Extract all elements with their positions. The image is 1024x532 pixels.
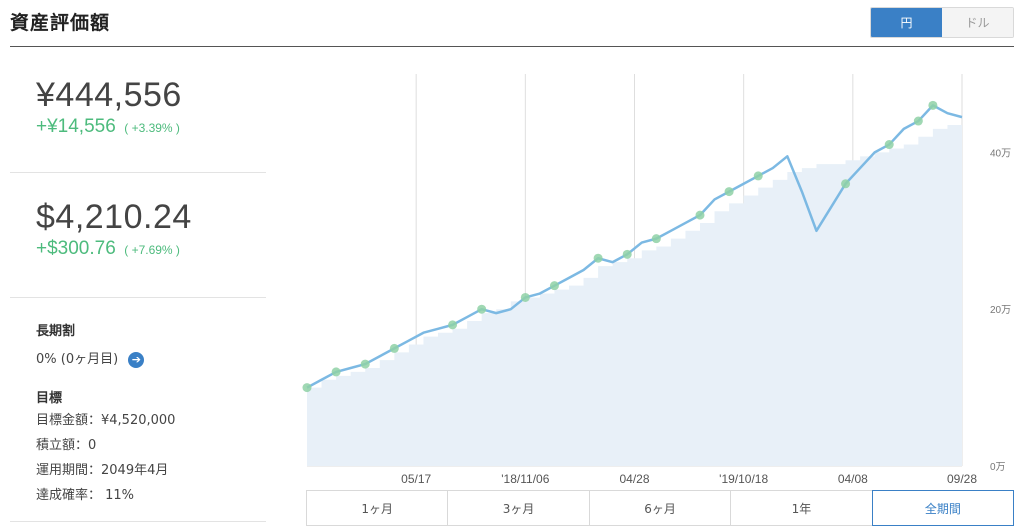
- chart-point-marker: [477, 304, 487, 314]
- chart-y-tick-label: 20万: [990, 305, 1011, 316]
- chart-area-series: [307, 121, 962, 466]
- long-term-heading: 長期割: [36, 324, 76, 339]
- usd-gain-row: +$300.76 ( +7.69% ): [36, 238, 266, 260]
- goal-heading: 目標: [36, 391, 63, 406]
- goal-accumulation: 積立額：0: [36, 438, 97, 453]
- jpy-gain-percent: ( +3.39% ): [124, 121, 180, 135]
- jpy-gain-row: +¥14,556 ( +3.39% ): [36, 116, 266, 138]
- range-tabs[interactable]: 1ヶ月 3ヶ月 6ヶ月 1年 全期間: [306, 490, 1015, 526]
- chart-point-marker: [622, 249, 632, 259]
- range-tab-1-month[interactable]: 1ヶ月: [307, 491, 449, 525]
- page-title: 資産評価額: [10, 12, 111, 34]
- currency-option-yen[interactable]: 円: [871, 8, 942, 37]
- chart-point-marker: [724, 187, 734, 197]
- jpy-total-value: ¥444,556: [36, 76, 182, 114]
- chart-point-marker: [593, 253, 603, 263]
- left-panel-bottom-divider: [10, 521, 266, 522]
- chart-point-marker: [302, 383, 312, 393]
- long-term-detail-button[interactable]: ➔: [128, 351, 145, 368]
- chart-point-marker: [695, 210, 705, 220]
- chart-point-marker: [520, 292, 530, 302]
- chart-x-tick-label: 04/28: [619, 472, 649, 486]
- chart-x-tick-label: 05/17: [401, 472, 431, 486]
- chart-x-tick-label: '19/10/18: [719, 472, 768, 486]
- currency-toggle[interactable]: 円 ドル: [870, 7, 1014, 38]
- usd-gain-percent: ( +7.69% ): [124, 243, 180, 257]
- chart-point-marker: [448, 320, 458, 330]
- chart-point-marker: [389, 343, 399, 353]
- chart-point-marker: [928, 100, 938, 110]
- asset-chart: 05/17 '18/11/06 04/28 '19/10/18 04/08 09/28 0万…: [280, 60, 1024, 490]
- currency-option-dollar[interactable]: ドル: [942, 8, 1013, 37]
- chart-y-tick-label: 0万: [990, 462, 1006, 473]
- chart-point-marker: [753, 171, 763, 181]
- usd-value-block: $4,210.24 +$300.76 ( +7.69% ): [10, 173, 266, 298]
- chart-point-marker: [913, 116, 923, 126]
- range-tab-all-period[interactable]: 全期間: [871, 490, 1015, 526]
- chart-y-tick-label: 40万: [990, 148, 1011, 159]
- usd-gain-amount: +$300.76: [36, 238, 116, 259]
- long-term-section: 長期割 0% (0ヶ月目) ➔: [10, 298, 266, 372]
- left-panel: ¥444,556 +¥14,556 ( +3.39% ) $4,210.24 +…: [10, 47, 266, 508]
- chart-point-marker: [841, 179, 851, 189]
- chart-point-marker: [360, 359, 370, 369]
- range-tab-1-year[interactable]: 1年: [731, 491, 873, 525]
- chart-point-marker: [884, 140, 894, 150]
- goal-target-amount: 目標金額：¥4,520,000: [36, 413, 176, 428]
- chart-point-marker: [331, 367, 341, 377]
- chart-point-marker: [549, 281, 559, 291]
- jpy-gain-amount: +¥14,556: [36, 116, 116, 137]
- goal-section: 目標 目標金額：¥4,520,000 積立額：0 運用期間：2049年4月 達成…: [10, 372, 266, 508]
- goal-period: 運用期間：2049年4月: [36, 463, 169, 478]
- chart-x-tick-label: '18/11/06: [501, 472, 549, 486]
- usd-total-value: $4,210.24: [36, 198, 192, 236]
- range-tab-3-months[interactable]: 3ヶ月: [448, 491, 590, 525]
- arrow-right-icon: ➔: [131, 352, 141, 366]
- jpy-value-block: ¥444,556 +¥14,556 ( +3.39% ): [10, 47, 266, 173]
- chart-x-tick-label: 04/08: [838, 472, 868, 486]
- chart-point-marker: [651, 234, 661, 244]
- range-tab-6-months[interactable]: 6ヶ月: [589, 491, 732, 525]
- header-divider: [10, 46, 1014, 47]
- long-term-value: 0% (0ヶ月目): [36, 352, 119, 367]
- chart-line-series: [306, 104, 963, 389]
- goal-probability: 達成確率： 11%: [36, 488, 135, 503]
- chart-x-tick-label: 09/28: [947, 472, 977, 486]
